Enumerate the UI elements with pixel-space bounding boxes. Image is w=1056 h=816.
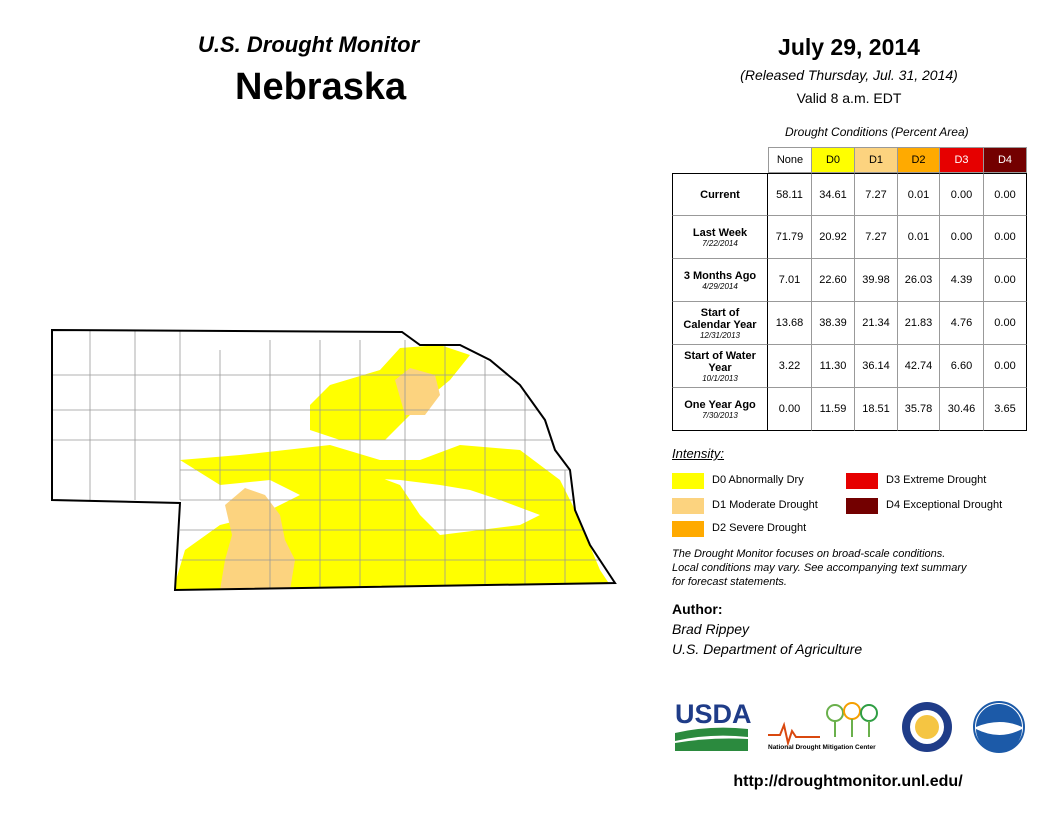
table-cell: 4.39 (940, 259, 984, 302)
row-header: Current (672, 173, 768, 216)
row-date: 7/22/2014 (702, 238, 738, 248)
table-cell: 0.00 (984, 302, 1027, 345)
column-header: D1 (855, 147, 898, 173)
legend-swatch (846, 498, 878, 514)
author-org: U.S. Department of Agriculture (672, 641, 863, 657)
table-cell: 30.46 (940, 388, 984, 431)
row-date: 4/29/2014 (702, 281, 738, 291)
column-header: D0 (812, 147, 855, 173)
table-cell: 58.11 (768, 173, 812, 216)
table-cell: 34.61 (812, 173, 855, 216)
table-cell: 3.65 (984, 388, 1027, 431)
table-cell: 21.34 (855, 302, 898, 345)
column-header: D2 (898, 147, 940, 173)
table-cell: 36.14 (855, 345, 898, 388)
date: July 29, 2014 (778, 34, 920, 60)
logos: USDA National Drought Mitigation Center (675, 699, 1025, 753)
legend-label: D3 Extreme Drought (886, 474, 987, 486)
table-cell: 0.00 (768, 388, 812, 431)
table-cell: 0.01 (898, 216, 940, 259)
table-cell: 0.00 (984, 173, 1027, 216)
url[interactable]: http://droughtmonitor.unl.edu/ (733, 773, 963, 790)
author-name: Brad Rippey (672, 621, 750, 637)
table-cell: 26.03 (898, 259, 940, 302)
map (51, 329, 616, 591)
table-cell: 0.01 (898, 173, 940, 216)
table-caption: Drought Conditions (Percent Area) (785, 125, 969, 139)
legend-swatch (672, 473, 704, 489)
row-header: Start of Calendar Year 12/31/2013 (672, 302, 768, 345)
author-heading: Author: (672, 601, 723, 617)
table-cell: 71.79 (768, 216, 812, 259)
row-label: Start of Water Year (684, 349, 756, 374)
valid: Valid 8 a.m. EDT (796, 90, 902, 106)
title: U.S. Drought Monitor (198, 32, 420, 57)
row-date: 12/31/2013 (699, 330, 741, 340)
table-cell: 35.78 (898, 388, 940, 431)
table-cell: 22.60 (812, 259, 855, 302)
row-header: 3 Months Ago 4/29/2014 (672, 259, 768, 302)
table-cell: 3.22 (768, 345, 812, 388)
legend-label: D1 Moderate Drought (712, 499, 818, 511)
note-line: The Drought Monitor focuses on broad-sca… (672, 548, 946, 560)
table-cell: 0.00 (940, 173, 984, 216)
column-header: D4 (984, 147, 1027, 173)
row-label: One Year Ago (684, 398, 756, 411)
table-cell: 7.27 (855, 173, 898, 216)
table-cell: 11.30 (812, 345, 855, 388)
note-line: for forecast statements. (672, 576, 787, 588)
note: The Drought Monitor focuses on broad-sca… (672, 547, 966, 589)
table-cell: 38.39 (812, 302, 855, 345)
table-cell: 6.60 (940, 345, 984, 388)
legend-label: D2 Severe Drought (712, 522, 807, 534)
table-cell: 11.59 (812, 388, 855, 431)
row-label: Current (700, 188, 740, 201)
table-cell: 42.74 (898, 345, 940, 388)
legend-title: Intensity: (672, 446, 725, 461)
table-cell: 0.00 (984, 345, 1027, 388)
legend-label: D0 Abnormally Dry (712, 474, 804, 486)
table-cell: 39.98 (855, 259, 898, 302)
legend-swatch (846, 473, 878, 489)
table-cell: 7.27 (855, 216, 898, 259)
table-cell: 0.00 (984, 216, 1027, 259)
column-header: D3 (940, 147, 984, 173)
row-header: Last Week 7/22/2014 (672, 216, 768, 259)
note-line: Local conditions may vary. See accompany… (672, 562, 967, 574)
legend-label: D4 Exceptional Drought (886, 499, 1003, 511)
table-cell: 13.68 (768, 302, 812, 345)
row-header: Start of Water Year 10/1/2013 (672, 345, 768, 388)
table-cell: 0.00 (940, 216, 984, 259)
table-cell: 18.51 (855, 388, 898, 431)
row-header: One Year Ago 7/30/2013 (672, 388, 768, 431)
usda-logo: USDA (675, 699, 752, 729)
state: Nebraska (235, 66, 407, 108)
ndmc-logo: National Drought Mitigation Center (768, 744, 876, 751)
row-label: Last Week (692, 226, 748, 239)
legend-swatch (672, 498, 704, 514)
column-header: None (768, 147, 812, 173)
table-cell: 20.92 (812, 216, 855, 259)
row-label: 3 Months Ago (683, 269, 757, 282)
table-cell: 4.76 (940, 302, 984, 345)
row-label: Start of Calendar Year (683, 306, 757, 331)
legend-swatch (672, 521, 704, 537)
table-cell: 7.01 (768, 259, 812, 302)
row-date: 7/30/2013 (702, 410, 738, 420)
table-cell: 0.00 (984, 259, 1027, 302)
table-cell: 21.83 (898, 302, 940, 345)
row-date: 10/1/2013 (702, 373, 738, 383)
released: (Released Thursday, Jul. 31, 2014) (740, 67, 958, 83)
